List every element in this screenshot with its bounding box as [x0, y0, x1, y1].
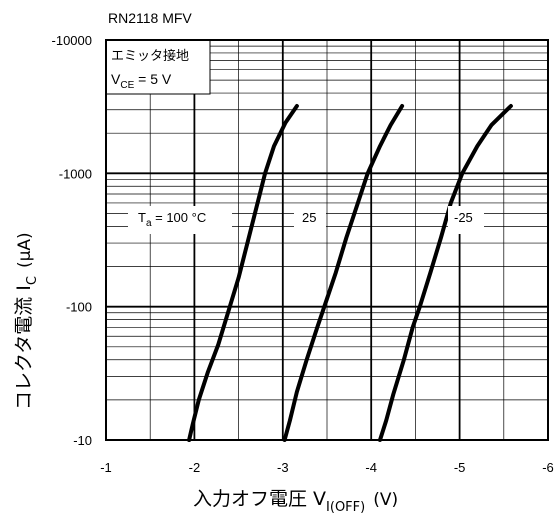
conditions-line-1: エミッタ接地 — [111, 48, 189, 64]
x-axis-title: 入力オフ電圧 VI(OFF) (V) — [193, 488, 398, 515]
series-label-backdrop — [128, 206, 232, 234]
series-label: Ta = 100 °C — [138, 210, 206, 229]
series-label-subscript: a — [146, 218, 152, 229]
y-tick-label: -10000 — [52, 33, 92, 48]
series-label-backdrop — [294, 206, 326, 234]
y-tick-label: -1000 — [59, 166, 92, 181]
series-label: -25 — [454, 210, 473, 225]
series-line — [282, 104, 405, 442]
x-axis-title-text: 入力オフ電圧 V — [193, 488, 326, 510]
conditions-line-2: VCE = 5 V — [111, 71, 172, 91]
series-line — [187, 104, 299, 442]
x-tick-label: -4 — [365, 460, 377, 475]
series-label-prefix: 25 — [302, 210, 316, 225]
x-tick-label: -5 — [454, 460, 466, 475]
x-tick-label: -3 — [277, 460, 289, 475]
y-tick-labels: -10 -100 -1000 -10000 — [52, 33, 92, 448]
y-axis-subscript: C — [25, 276, 40, 285]
y-tick-label: -100 — [66, 300, 92, 315]
conditions-box: エミッタ接地 VCE = 5 V — [105, 39, 211, 95]
series-labels: Ta = 100 °C 25 -25 — [128, 206, 484, 234]
y-axis-unit: (μA) — [15, 232, 35, 268]
major-gridlines — [106, 40, 548, 440]
vce-subscript: CE — [120, 80, 134, 91]
series-label-prefix: -25 — [454, 210, 473, 225]
series-label-suffix: = 100 °C — [152, 210, 207, 225]
y-tick-label: -10 — [73, 433, 92, 448]
x-tick-label: -6 — [542, 460, 554, 475]
series-label-backdrop — [448, 206, 484, 234]
chart-title: RN2118 MFV — [108, 10, 192, 26]
y-axis-title: コレクタ電流 IC (μA) — [13, 232, 40, 410]
y-axis-title-text: コレクタ電流 I — [13, 285, 35, 410]
vce-value: = 5 V — [134, 71, 172, 87]
x-tick-labels: -1 -2 -3 -4 -5 -6 — [100, 460, 554, 475]
series-line — [378, 104, 513, 442]
series-label: 25 — [302, 210, 316, 225]
x-tick-label: -2 — [189, 460, 201, 475]
series-label-prefix: T — [138, 210, 146, 225]
x-axis-unit: (V) — [373, 490, 398, 510]
x-axis-subscript: I(OFF) — [326, 500, 365, 515]
vce-symbol: V — [111, 71, 121, 87]
x-tick-label: -1 — [100, 460, 112, 475]
minor-gridlines — [106, 40, 548, 440]
series-layer — [187, 104, 513, 442]
plot-frame — [105, 39, 549, 441]
